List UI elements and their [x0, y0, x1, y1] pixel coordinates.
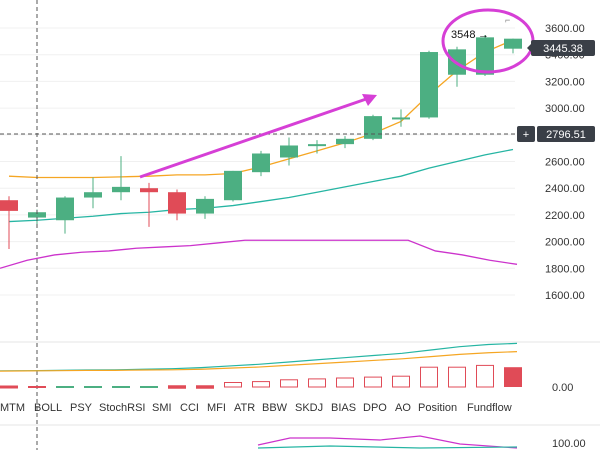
crosshair-add-button[interactable]	[517, 126, 535, 142]
candle-body[interactable]	[140, 188, 158, 193]
volume-bar	[196, 385, 214, 389]
volume-bar	[112, 386, 130, 388]
indicator-tab-skdj[interactable]: SKDJ	[295, 402, 323, 414]
ma-low-line	[0, 239, 518, 269]
indicator-tab-psy[interactable]: PSY	[70, 402, 93, 414]
candle-body[interactable]	[476, 37, 494, 75]
candle-body[interactable]	[0, 200, 18, 211]
indicator-tabs[interactable]: MTM BOLL PSY StochRSI SMI CCI MFI ATR BBW SKDJ BIA…	[0, 402, 512, 414]
volume-bar	[84, 386, 102, 388]
volume-lines	[0, 342, 518, 372]
candle-body[interactable]	[392, 117, 410, 120]
candle-body[interactable]	[504, 38, 522, 49]
candle-body[interactable]	[28, 212, 46, 218]
candle-body[interactable]	[56, 197, 74, 221]
volume-bar	[224, 382, 242, 388]
volume-bar	[392, 375, 410, 388]
volume-bar	[504, 367, 522, 387]
volume-bar	[252, 381, 270, 388]
indicator-tab-atr[interactable]: ATR	[234, 402, 255, 414]
indicator-tab-mtm[interactable]: MTM	[0, 402, 25, 414]
candle-body[interactable]	[336, 138, 354, 145]
high-marker: 3548 →	[451, 29, 489, 41]
indicator-tab-fundflow[interactable]: Fundflow	[467, 402, 512, 414]
candle-body[interactable]	[224, 170, 242, 201]
indicator-tab-bbw[interactable]: BBW	[262, 402, 288, 414]
lower-axis-top-label: 100.00	[552, 438, 586, 450]
lower-line-magenta	[257, 435, 518, 449]
plus-icon: +	[523, 129, 529, 141]
price-tick-label: 1800.00	[545, 263, 585, 275]
candle-body[interactable]	[112, 186, 130, 193]
crosshair-price-label: 2796.51	[546, 129, 586, 141]
crosshair-price-tag: + 2796.51	[517, 126, 595, 142]
price-tick-label: 3200.00	[545, 76, 585, 88]
volume-bar	[140, 386, 158, 388]
ma-long-line	[8, 148, 514, 223]
trend-arrow-annotation	[139, 94, 377, 179]
volume-bar	[420, 366, 438, 388]
indicator-tab-mfi[interactable]: MFI	[207, 402, 226, 414]
volume-bars	[0, 364, 522, 389]
current-price-label: 3445.38	[543, 43, 583, 55]
candle-body[interactable]	[364, 116, 382, 139]
indicator-tab-stochrsi[interactable]: StochRSI	[99, 402, 145, 414]
indicator-tab-position[interactable]: Position	[418, 402, 457, 414]
volume-bar	[336, 377, 354, 388]
price-tick-label: 2600.00	[545, 157, 585, 169]
indicator-tab-boll[interactable]: BOLL	[34, 402, 62, 414]
volume-bar	[476, 364, 494, 388]
volume-bar	[56, 386, 74, 388]
lower-line-teal	[257, 445, 518, 449]
indicator-tab-cci[interactable]: CCI	[180, 402, 199, 414]
volume-bar	[168, 385, 186, 389]
price-tick-label: 3000.00	[545, 103, 585, 115]
candle-body[interactable]	[280, 145, 298, 158]
candle-body[interactable]	[196, 198, 214, 214]
volume-bar	[448, 366, 466, 388]
current-price-tag: 3445.38	[527, 40, 595, 56]
price-tick-label: 2400.00	[545, 183, 585, 195]
indicator-tab-ao[interactable]: AO	[395, 402, 411, 414]
tooltip-corner-icon: ⌐	[505, 15, 510, 25]
candles[interactable]	[0, 34, 522, 249]
volume-bar	[280, 379, 298, 388]
price-tick-label: 3600.00	[545, 23, 585, 35]
volume-bar	[364, 376, 382, 388]
price-tick-label: 2000.00	[545, 237, 585, 249]
high-marker-value: 3548	[451, 29, 475, 41]
volume-bar	[308, 378, 326, 388]
price-tick-label: 1600.00	[545, 290, 585, 302]
volume-orange-line	[0, 351, 518, 372]
high-marker-arrow: →	[478, 29, 489, 41]
candle-body[interactable]	[420, 52, 438, 118]
indicator-tab-bias[interactable]: BIAS	[331, 402, 356, 414]
volume-bar	[0, 385, 18, 389]
volume-bar	[28, 386, 46, 388]
candle-body[interactable]	[84, 192, 102, 198]
candle-body[interactable]	[168, 192, 186, 214]
candle-body[interactable]	[308, 144, 326, 147]
price-tick-label: 2200.00	[545, 210, 585, 222]
candle-body[interactable]	[252, 153, 270, 173]
lower-indicator-lines	[257, 435, 518, 449]
indicator-tab-dpo[interactable]: DPO	[363, 402, 387, 414]
price-axis: 3600.003400.003200.003000.002800.002600.…	[545, 23, 585, 302]
volume-zero-label: 0.00	[552, 382, 573, 394]
indicator-tab-smi[interactable]: SMI	[152, 402, 172, 414]
